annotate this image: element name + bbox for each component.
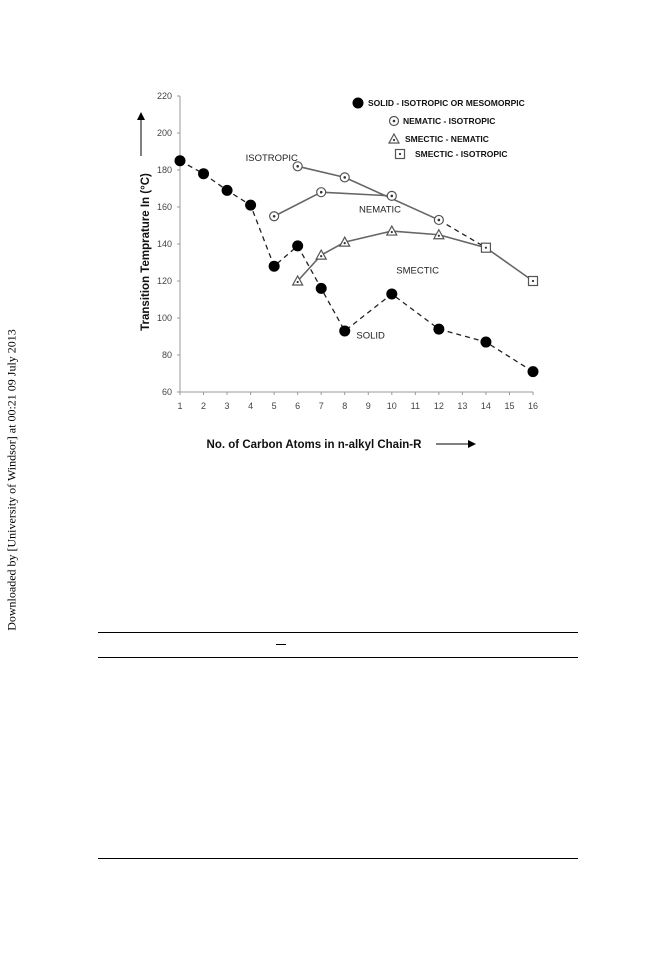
solid-isotropic-point [433, 323, 445, 335]
smectic-nematic-point [291, 274, 304, 286]
y-tick-label: 220 [157, 91, 172, 101]
legend: SOLID - ISOTROPIC OR MESOMORPIC NEMATIC -… [352, 97, 525, 160]
nematic-isotropic-point-dot [437, 218, 441, 222]
solid-isotropic-point [221, 184, 233, 196]
smectic-nematic-point [338, 235, 351, 247]
y-tick-label: 100 [157, 313, 172, 323]
solid-isotropic-point [527, 366, 539, 378]
x-tick-label: 7 [319, 401, 324, 411]
nematic-isotropic-point [269, 211, 280, 222]
x-tick-label: 12 [434, 401, 444, 411]
smectic-isotropic-point-dot [484, 246, 488, 249]
x-tick-label: 13 [457, 401, 467, 411]
x-tick-label: 3 [225, 401, 230, 411]
y-axis-arrowhead [137, 112, 145, 120]
nematic-isotropic-point-dot [319, 190, 323, 194]
smectic-nematic-point-dot [343, 242, 346, 245]
x-tick-label: 8 [342, 401, 347, 411]
nematic-isotropic-point-dot [343, 176, 347, 179]
smectic-nematic-point-dot [437, 234, 440, 237]
nematic-isotropic-point [316, 187, 327, 198]
smectic-isotropic-point-dot [531, 279, 535, 283]
table-bottom-rule [98, 858, 578, 859]
x-tick-label: 10 [387, 401, 397, 411]
smectic-isotropic-point [527, 275, 539, 287]
x-tick-label: 9 [366, 401, 371, 411]
y-tick-label: 80 [162, 350, 172, 360]
solid-isotropic-point [292, 240, 304, 252]
legend-label-4: SMECTIC - ISOTROPIC [415, 149, 508, 159]
y-tick-label: 140 [157, 239, 172, 249]
legend-marker-2 [388, 115, 400, 127]
x-tick-label: 15 [504, 401, 514, 411]
nematic-to-smectic-isotropic-line [438, 219, 487, 249]
x-axis-arrowhead [468, 440, 476, 448]
y-tick-label: 120 [157, 276, 172, 286]
y-tick-label: 200 [157, 128, 172, 138]
legend-marker-1 [352, 97, 364, 109]
smectic-nematic-point-shape [385, 224, 398, 236]
legend-label-3: SMECTIC - NEMATIC [405, 134, 489, 144]
region-label-smectic: SMECTIC [396, 266, 439, 277]
x-tick-label: 16 [528, 401, 538, 411]
smectic-nematic-point-dot [390, 230, 393, 234]
smectic-nematic-point [315, 248, 328, 260]
nematic-isotropic-point [339, 172, 350, 183]
x-tick-label: 11 [411, 401, 420, 411]
x-tick-label: 5 [272, 401, 277, 411]
table-top-rule [98, 632, 578, 633]
y-tick-label: 160 [157, 202, 172, 212]
nematic-isotropic-point-dot [390, 194, 394, 198]
smectic-isotropic-point [480, 242, 492, 253]
solid-isotropic-point [339, 325, 351, 337]
region-label-nematic: NEMATIC [359, 205, 401, 216]
legend-marker-4 [394, 148, 406, 160]
x-axis-title: No. of Carbon Atoms in n-alkyl Chain-R [207, 439, 423, 451]
legend-marker-2-dot [392, 119, 396, 123]
legend-marker-3-dot [392, 138, 396, 142]
x-tick-label: 1 [177, 401, 182, 411]
nematic-isotropic-point [292, 161, 303, 172]
table-header-rule [98, 657, 578, 658]
legend-marker-3-shape [387, 132, 401, 144]
x-tick-label: 14 [481, 401, 491, 411]
smectic-nematic-point [432, 228, 445, 240]
smectic-nematic-point-dot [320, 255, 323, 258]
smectic-nematic-point [385, 224, 398, 236]
table-header-mark [276, 644, 286, 645]
y-axis-title: Transition Temprature In (°C) [140, 173, 152, 331]
nematic-isotropic-point-dot [296, 165, 299, 168]
y-tick-label: 180 [157, 165, 172, 175]
legend-marker-3 [387, 132, 401, 144]
legend-label-1: SOLID - ISOTROPIC OR MESOMORPIC [368, 98, 525, 108]
x-tick-label: 2 [201, 401, 206, 411]
solid-isotropic-point [245, 199, 257, 211]
smectic-nematic-point-shape [432, 228, 445, 240]
region-label-solid: SOLID [356, 330, 385, 341]
solid-isotropic-point [268, 260, 280, 272]
solid-isotropic-point [386, 288, 398, 300]
solid-isotropic-point [480, 336, 492, 348]
smectic-nematic-point-dot [296, 280, 299, 284]
chart-labels: ISOTROPIC NEMATIC SMECTIC SOLID [246, 153, 440, 342]
solid-isotropic-point [315, 282, 327, 294]
x-tick-label: 4 [248, 401, 253, 411]
data-points [174, 155, 539, 378]
solid-isotropic-point [174, 155, 186, 167]
smectic-nematic-point-shape [315, 248, 328, 260]
nematic-isotropic-point-dot [272, 214, 276, 218]
nematic-isotropic-point [433, 214, 444, 226]
legend-marker-4-dot [398, 152, 402, 156]
x-tick-label: 6 [295, 401, 300, 411]
nematic-isotropic-point [386, 190, 397, 201]
region-label-isotropic: ISOTROPIC [246, 153, 298, 164]
smectic-nematic-point-shape [291, 274, 304, 286]
legend-label-2: NEMATIC - ISOTROPIC [403, 116, 495, 126]
solid-isotropic-point [198, 168, 210, 180]
smectic-nematic-point-shape [338, 235, 351, 247]
y-tick-label: 60 [162, 387, 172, 397]
